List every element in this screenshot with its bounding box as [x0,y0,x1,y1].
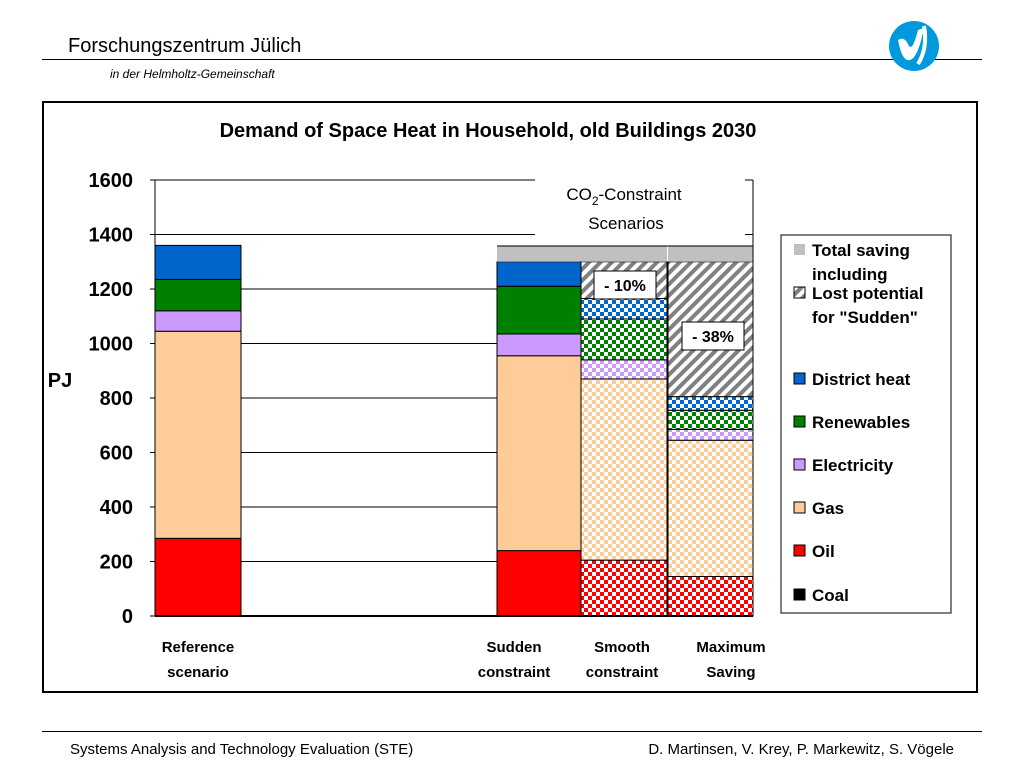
x-tick-label: Sudden [487,639,542,656]
y-tick-label: 1600 [89,170,134,192]
bar-segment-electricity [580,359,668,380]
bar-segment-gas [667,439,754,577]
y-tick-label: 800 [100,388,133,410]
legend-swatch-renewables [793,415,806,428]
x-tick-label: Smooth [594,639,650,656]
annotation-box [593,270,657,300]
bar-segment-total-saving [497,245,581,262]
bar-segment-renewables [154,278,242,312]
y-tick-label: 0 [122,606,133,628]
annotation-label: - 10% [604,278,646,295]
legend-label: Oil [812,542,835,561]
bar-segment-electricity [667,428,754,441]
chart-title: Demand of Space Heat in Household, old B… [219,120,757,142]
legend-swatch-gas [793,501,806,514]
legend-swatch-total-saving [794,244,805,255]
legend-label: Electricity [812,456,894,475]
annotation-box [681,321,745,351]
x-tick-label: Reference [162,639,235,656]
chart-frame [42,101,978,693]
x-tick-label: constraint [478,664,551,681]
bar-segment-renewables [667,409,754,430]
bar-segment-district-heat [496,261,582,287]
bar-segment-oil [154,537,242,617]
header-divider [42,59,982,60]
bar-segment-total-saving [581,245,667,262]
legend-label: Lost potential [812,284,923,303]
annotation-label: - 38% [692,329,734,346]
x-tick-label: Maximum [696,639,765,656]
legend-swatch-lost-potential [793,286,806,299]
bar-segment-renewables [580,318,668,361]
scenario-box-line2: Scenarios [588,214,664,233]
legend-label: Coal [812,586,849,605]
x-tick-label: scenario [167,664,229,681]
bar-segment-oil [496,550,582,617]
x-tick-label: Saving [706,664,755,681]
y-axis-label: PJ [48,370,72,392]
legend-swatch-district-heat [793,372,806,385]
legend-label: for "Sudden" [812,308,918,327]
bar-segment-oil [580,559,668,617]
legend-swatch-oil [793,544,806,557]
legend-label: Total saving [812,241,910,260]
header-subtitle: in der Helmholtz-Gemeinschaft [110,67,275,81]
bar-segment-renewables [496,285,582,335]
scenario-box-bg [535,172,745,238]
y-tick-label: 1000 [89,334,134,356]
bar-segment-electricity [154,310,242,332]
x-tick-label: constraint [586,664,659,681]
legend-label: Renewables [812,413,910,432]
legend-label: Gas [812,499,844,518]
bar-segment-electricity [496,333,582,357]
legend-swatch-electricity [793,458,806,471]
legend-label: including [812,265,888,284]
bar-segment-gas [154,330,242,539]
bar-segment-oil [667,575,754,617]
y-tick-label: 600 [100,443,133,465]
bar-segment-district-heat [154,244,242,280]
y-tick-label: 1200 [89,279,134,301]
legend-label: District heat [812,370,911,389]
fzj-logo-icon [884,18,940,72]
footer-right: D. Martinsen, V. Krey, P. Markewitz, S. … [648,741,954,758]
header-title: Forschungszentrum Jülich [68,35,302,57]
bar-segment-gas [496,355,582,552]
footer-divider [42,731,982,732]
y-tick-label: 400 [100,497,133,519]
y-tick-label: 200 [100,552,133,574]
footer-left: Systems Analysis and Technology Evaluati… [70,741,414,758]
bar-segment-total-saving [668,245,753,262]
scenario-box-line1: CO2-Constraint [566,185,682,208]
legend-swatch-coal [793,588,806,601]
bar-segment-district-heat [667,396,754,411]
y-tick-label: 1400 [89,225,134,247]
bar-segment-district-heat [580,298,668,320]
legend-box [780,234,952,614]
bar-segment-gas [580,378,668,561]
